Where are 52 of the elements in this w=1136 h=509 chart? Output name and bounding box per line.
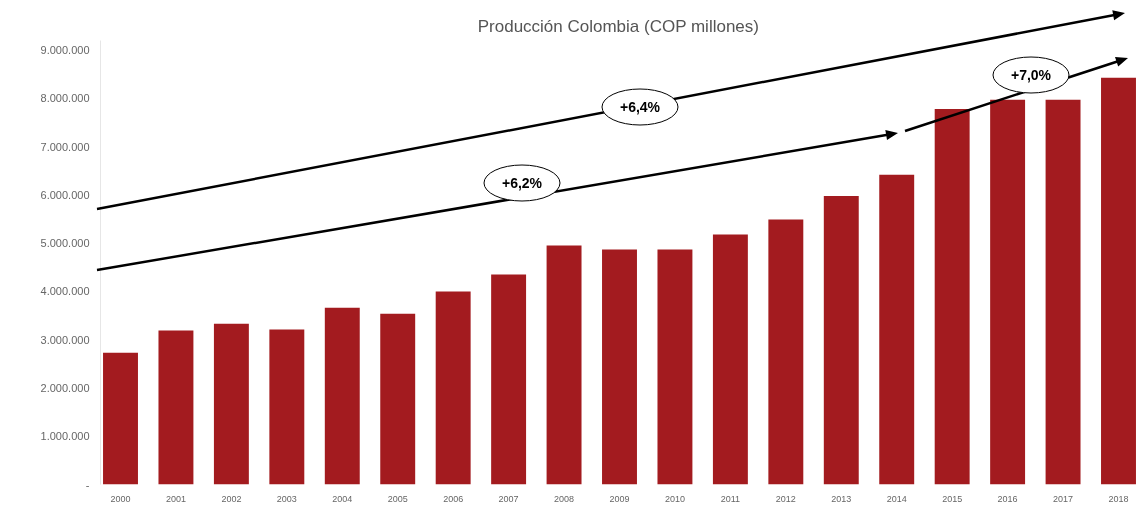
x-tick-label: 2011: [720, 493, 741, 504]
bar: [823, 195, 859, 485]
bar: [934, 109, 970, 485]
y-tick-label: 3.000.000: [40, 333, 90, 346]
bar: [158, 330, 194, 485]
annotation: +6,2%: [501, 175, 543, 191]
x-tick-label: 2008: [554, 493, 575, 504]
bar: [1045, 99, 1081, 485]
bar: [1101, 77, 1136, 485]
bar: [435, 291, 471, 485]
x-tick-label: 2017: [1053, 493, 1074, 504]
x-tick-label: 2004: [332, 493, 353, 504]
x-tick-label: 2006: [443, 493, 464, 504]
bar: [380, 313, 416, 485]
annotation: +6,4%: [619, 99, 661, 115]
x-tick-label: 2001: [165, 493, 186, 504]
bar: [213, 323, 249, 485]
y-tick-label: 5.000.000: [40, 237, 90, 250]
bar: [879, 174, 915, 485]
bar: [602, 249, 637, 485]
y-tick-label: 8.000.000: [40, 92, 90, 105]
y-tick-label: 4.000.000: [40, 285, 90, 298]
y-tick-label: 6.000.000: [40, 188, 90, 201]
x-tick-label: 2018: [1108, 493, 1129, 504]
x-tick-label: 2009: [609, 493, 630, 504]
x-tick-label: 2003: [276, 493, 297, 504]
x-tick-label: 2005: [387, 493, 408, 504]
chart-title: Producción Colombia (COP millones): [477, 16, 759, 36]
y-tick-label: 7.000.000: [40, 140, 90, 153]
x-tick-label: 2014: [886, 493, 907, 504]
bar: [990, 99, 1026, 485]
bar: [768, 219, 804, 485]
x-tick-label: 2010: [664, 493, 685, 504]
x-tick-label: 2015: [942, 493, 963, 504]
x-tick-label: 2012: [775, 493, 796, 504]
x-tick-label: 2007: [498, 493, 519, 504]
x-tick-label: 2013: [831, 493, 852, 504]
x-tick-label: 2002: [221, 493, 242, 504]
y-tick-label: -: [85, 478, 90, 491]
bar: [491, 274, 527, 485]
y-tick-label: 2.000.000: [40, 381, 90, 394]
bar: [324, 307, 360, 485]
bar: [657, 249, 693, 485]
y-tick-label: 9.000.000: [40, 44, 90, 57]
x-tick-label: 2000: [110, 493, 131, 504]
bar: [712, 234, 748, 485]
annotation: +7,0%: [1010, 67, 1052, 83]
x-tick-label: 2016: [997, 493, 1018, 504]
bar: [103, 352, 138, 485]
bar: [546, 245, 582, 485]
y-tick-label: 1.000.000: [40, 430, 90, 443]
bar: [269, 329, 305, 485]
